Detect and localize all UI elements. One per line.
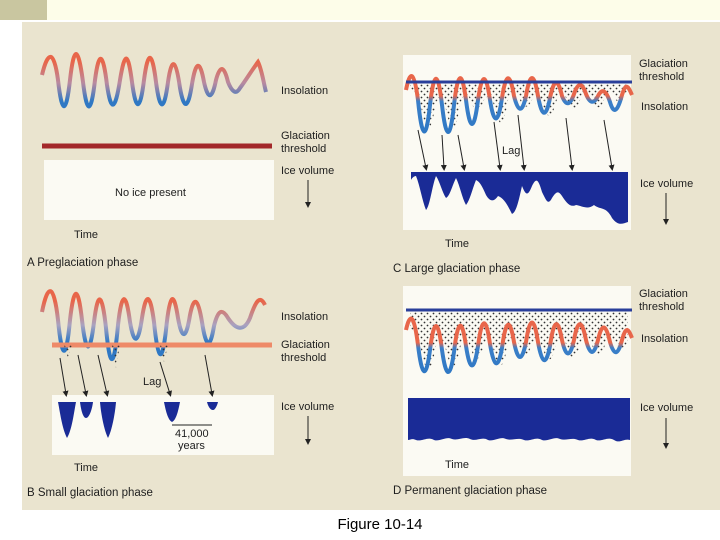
ice-volume-label-b: Ice volume [281,401,334,413]
panel-d: Glaciation threshold Insolation Ice volu… [393,288,693,497]
time-label-b: Time [74,462,98,474]
ice-volume-area-d [408,398,630,442]
ice-volume-area-c [411,172,628,224]
period-label-2: years [178,440,205,452]
ice-fill-d [410,310,628,369]
threshold-label-c-1: Glaciation [639,58,688,70]
threshold-label-a-2: threshold [281,143,326,155]
slide-top-bar [0,0,720,20]
ice-below-threshold-b [64,345,168,368]
panel-b: Insolation Glaciation threshold Lag 41,0… [27,289,334,499]
threshold-label-b-2: threshold [281,352,326,364]
insolation-label-c: Insolation [641,101,688,113]
time-label-d: Time [445,459,469,471]
slide-corner-tab [0,0,47,20]
time-label-a: Time [74,229,98,241]
ice-volume-label-c: Ice volume [640,178,693,190]
lag-label-c: Lag [502,145,520,157]
insolation-curve-b [40,289,267,362]
threshold-label-d-2: threshold [639,301,684,313]
lag-arrows-c [417,114,615,171]
panel-b-caption: B Small glaciation phase [27,487,153,499]
panel-d-caption: D Permanent glaciation phase [393,485,547,497]
panel-c-caption: C Large glaciation phase [393,263,520,275]
threshold-label-b-1: Glaciation [281,339,330,351]
threshold-label-a-1: Glaciation [281,130,330,142]
insolation-label-b: Insolation [281,311,328,323]
threshold-label-c-2: threshold [639,71,684,83]
insolation-curve-a [40,52,268,109]
ice-volume-label-d: Ice volume [640,402,693,414]
ice-volume-spikes-b [58,402,218,438]
insolation-curve-d [404,316,634,374]
lag-label-b: Lag [143,376,161,388]
no-ice-label: No ice present [115,187,186,199]
insolation-label-a: Insolation [281,85,328,97]
time-label-c: Time [445,238,469,250]
insolation-curve-c [404,74,634,134]
period-label-1: 41,000 [175,428,209,440]
panel-a-ice-box [44,160,274,220]
lag-arrows-b [59,354,215,397]
ice-volume-label-a: Ice volume [281,165,334,177]
panel-a: Insolation Glaciation threshold Ice volu… [27,52,334,269]
threshold-label-d-1: Glaciation [639,288,688,300]
panel-c: Glaciation threshold Insolation Lag Ice … [393,58,693,275]
figure-caption: Figure 10-14 [337,516,423,533]
insolation-label-d: Insolation [641,333,688,345]
panel-a-caption: A Preglaciation phase [27,257,138,269]
